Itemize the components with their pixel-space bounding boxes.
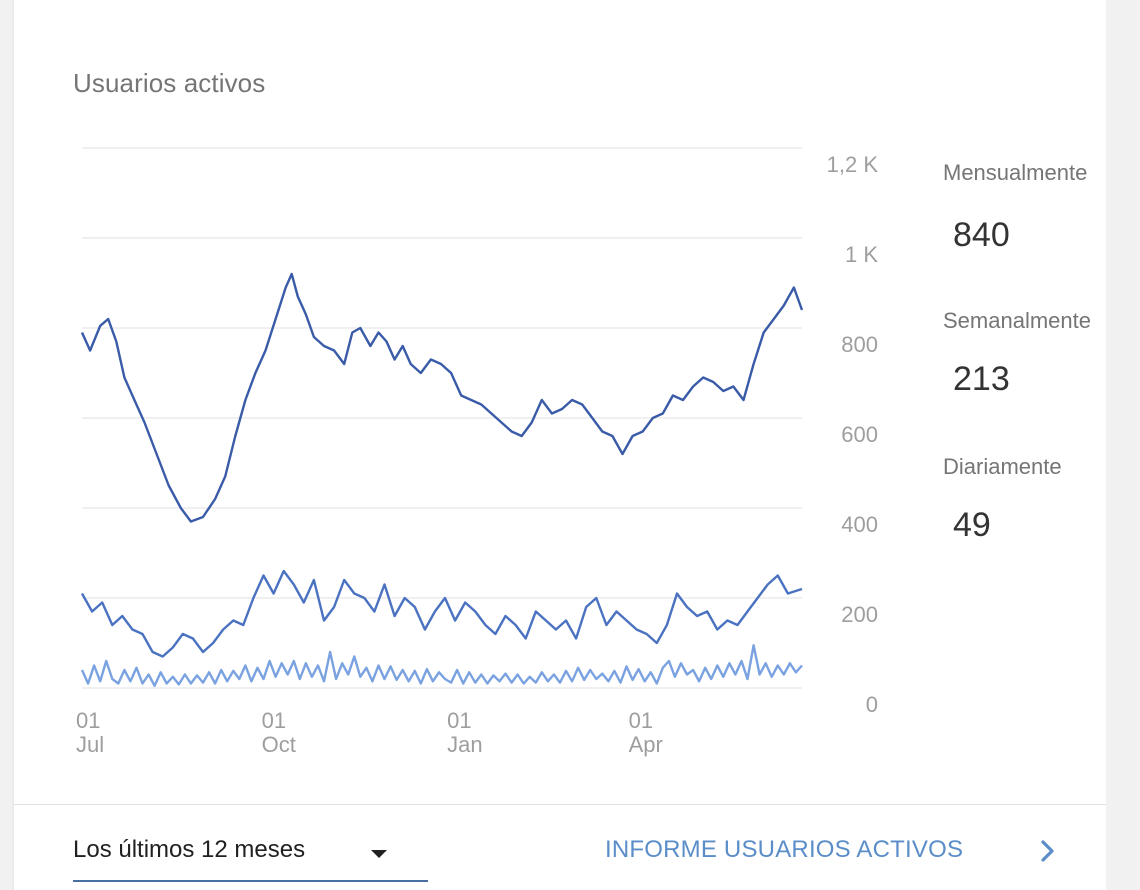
y-tick-label-0: 0 [866, 692, 878, 717]
footer-divider [14, 804, 1106, 805]
y-tick-label-800: 800 [841, 332, 878, 357]
stat-value-weekly: 213 [953, 360, 1010, 398]
stat-label-daily: Diariamente [943, 454, 1062, 479]
series-line-daily [80, 644, 803, 687]
report-link-label: INFORME USUARIOS ACTIVOS [605, 836, 964, 863]
x-tick-day: 01 [447, 708, 471, 733]
y-tick-label-200: 200 [841, 602, 878, 627]
x-tick-day: 01 [262, 708, 286, 733]
stat-value-monthly: 840 [953, 216, 1010, 254]
y-tick-label-600: 600 [841, 422, 878, 447]
x-tick-month: Jul [76, 732, 104, 757]
series-line-monthly [80, 272, 804, 523]
y-tick-label-1000: 1 K [845, 242, 878, 267]
date-range-label: Los últimos 12 meses [73, 836, 306, 863]
left-page-margin [0, 0, 14, 890]
stat-value-daily: 49 [953, 506, 991, 544]
series-line-weekly [80, 569, 803, 658]
stat-label-monthly: Mensualmente [943, 160, 1088, 185]
x-tick-month: Jan [447, 732, 482, 757]
x-tick-day: 01 [629, 708, 653, 733]
chevron-right-icon [1041, 840, 1054, 862]
x-tick-month: Oct [262, 732, 296, 757]
x-tick-day: 01 [76, 708, 100, 733]
stat-label-weekly: Semanalmente [943, 308, 1091, 333]
caret-down-icon [371, 850, 387, 858]
date-range-dropdown[interactable]: Los últimos 12 meses [73, 830, 428, 882]
active-users-report-link[interactable]: INFORME USUARIOS ACTIVOS [605, 830, 1065, 874]
y-tick-label-1200: 1,2 K [827, 152, 879, 177]
y-tick-label-400: 400 [841, 512, 878, 537]
right-page-margin [1106, 0, 1140, 890]
card-title: Usuarios activos [73, 68, 266, 98]
x-tick-month: Apr [629, 732, 663, 757]
